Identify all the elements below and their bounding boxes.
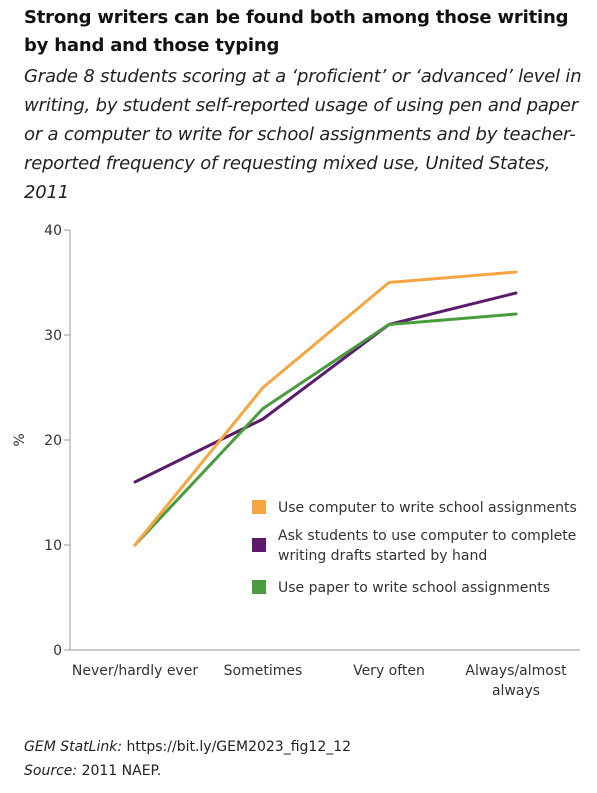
statlink-line: GEM StatLink: https://bit.ly/GEM2023_fig… [24,735,351,759]
series-line-0 [133,270,518,547]
x-tick-label-2: Very often [353,663,425,679]
statlink-label: GEM StatLink: [24,739,123,755]
y-tick-label-40: 40 [44,223,62,239]
line-chart: 0 10 20 30 40% Never/hardly ever Sometimes Very… [12,223,580,699]
x-tick-label-0: Never/hardly ever [72,663,198,679]
y-tick-label-10: 10 [44,538,62,554]
legend-swatch-1 [252,538,266,552]
chart-subtitle: Grade 8 students scoring at a ‘proficien… [24,66,582,203]
legend-label-0: Use computer to write school assignments [278,500,577,516]
chart-footer: GEM StatLink: https://bit.ly/GEM2023_fig… [24,735,351,783]
series-line-2 [133,312,518,547]
source-line: Source: 2011 NAEP. [24,759,351,783]
x-tick-label-1: Sometimes [224,663,303,679]
chart-title: Strong writers can be found both among t… [24,7,569,56]
statlink-url[interactable]: https://bit.ly/GEM2023_fig12_12 [126,739,352,755]
legend-label-2: Use paper to write school assignments [278,580,550,596]
legend-label-1: Ask students to use computer to complete… [278,528,576,564]
y-tick-label-30: 30 [44,328,62,344]
legend-swatch-2 [252,580,266,594]
x-tick-label-3: Always/almost always [465,663,567,699]
source-label: Source: [24,763,78,779]
source-text: 2011 NAEP. [81,763,162,779]
legend-swatch-0 [252,500,266,514]
y-tick-label-0: 0 [53,643,62,659]
y-tick-label-20: 20 [44,433,62,449]
series-line-1 [133,291,518,484]
y-axis-label: % [12,433,28,446]
